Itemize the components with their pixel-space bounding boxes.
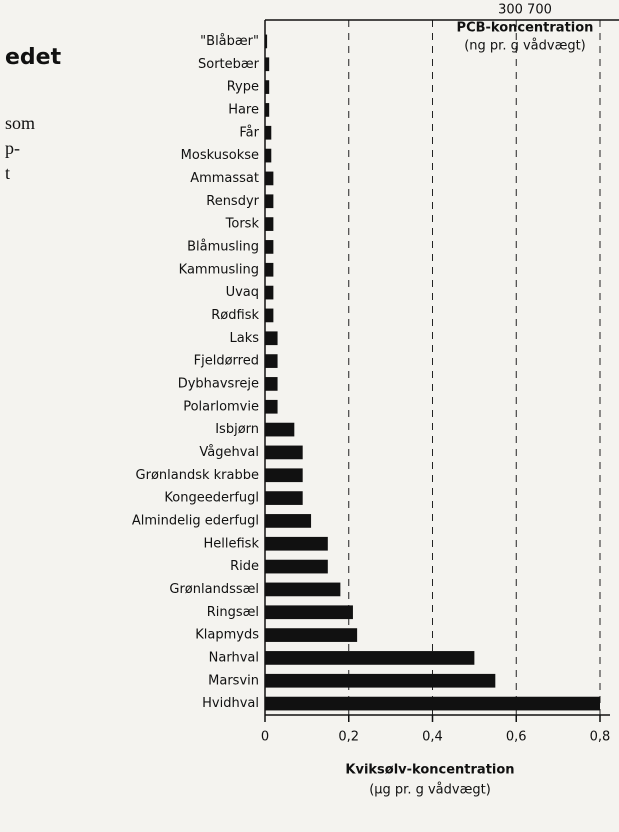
y-tick-label: Narhval [209,650,259,665]
bar [265,217,274,231]
y-tick-label: Hvidhval [202,696,259,711]
y-tick-label: "Blåbær" [200,34,259,49]
bar [265,628,358,642]
bar [265,582,341,597]
bar [265,125,272,140]
bar [265,559,328,574]
y-tick-label: Uvaq [226,285,259,300]
bar [265,240,274,254]
y-tick-label: Isbjørn [215,422,259,437]
y-tick-label: Ammassat [190,171,259,186]
corner-title: (ng pr. g vådvægt) [464,39,586,54]
y-tick-label: Kongeederfugl [164,491,259,506]
y-tick-label: Laks [229,331,259,346]
bar [265,34,268,49]
y-tick-label: Ride [230,559,259,574]
y-tick-label: Grønlandssæl [169,582,259,597]
page-fragment: p- [5,138,20,158]
x-axis-title: (µg pr. g vådvægt) [369,783,491,798]
bar [265,148,272,163]
y-tick-label: Ringsæl [207,605,259,620]
y-tick-label: Rensdyr [206,194,259,209]
y-tick-label: Får [239,125,259,140]
page-fragment: t [5,163,10,183]
bar [265,399,278,414]
bar [265,308,274,323]
bar [265,491,303,505]
bar [265,57,270,72]
y-tick-label: Blåmusling [187,239,259,254]
x-tick-label: 0,4 [422,730,443,745]
bar [265,354,278,368]
y-tick-label: Torsk [225,217,260,232]
page-fragment: edet [5,45,62,70]
y-tick-label: Hellefisk [204,536,260,551]
bar [265,445,303,460]
y-tick-label: Fjeldørred [194,354,259,369]
x-axis-title: Kviksølv-koncentration [345,763,514,778]
bar [265,80,270,94]
y-tick-label: Polarlomvie [183,399,259,414]
y-tick-label: Rype [227,80,259,95]
bar [265,262,274,277]
bar [265,468,303,483]
page-fragment: som [5,113,35,133]
y-tick-label: Marsvin [208,673,259,688]
y-tick-label: Rødfisk [211,308,259,323]
y-tick-label: Vågehval [199,445,259,460]
bar [265,422,295,437]
y-tick-label: Dybhavsreje [178,376,259,391]
y-tick-label: Almindelig ederfugl [132,513,259,528]
x-tick-label: 0 [261,730,269,745]
bar [265,651,475,665]
y-tick-label: Kammusling [179,262,259,277]
y-tick-label: Sortebær [198,57,260,72]
bar [265,194,274,209]
y-tick-label: Grønlandsk krabbe [136,468,259,483]
bar [265,103,270,117]
corner-label: 300 700 [498,3,552,18]
bar [265,377,278,391]
y-tick-label: Hare [228,102,259,117]
bar [265,605,353,620]
x-tick-label: 0,2 [338,730,359,745]
bar [265,696,600,711]
bar [265,514,312,528]
y-tick-label: Moskusokse [181,148,259,163]
x-tick-label: 0,6 [506,730,527,745]
bar [265,171,274,186]
bar [265,331,278,346]
y-tick-label: Klapmyds [195,628,259,643]
bar [265,536,328,551]
x-tick-label: 0,8 [590,730,611,745]
corner-title: PCB-koncentration [457,21,594,36]
bar [265,285,274,300]
bar [265,673,496,688]
